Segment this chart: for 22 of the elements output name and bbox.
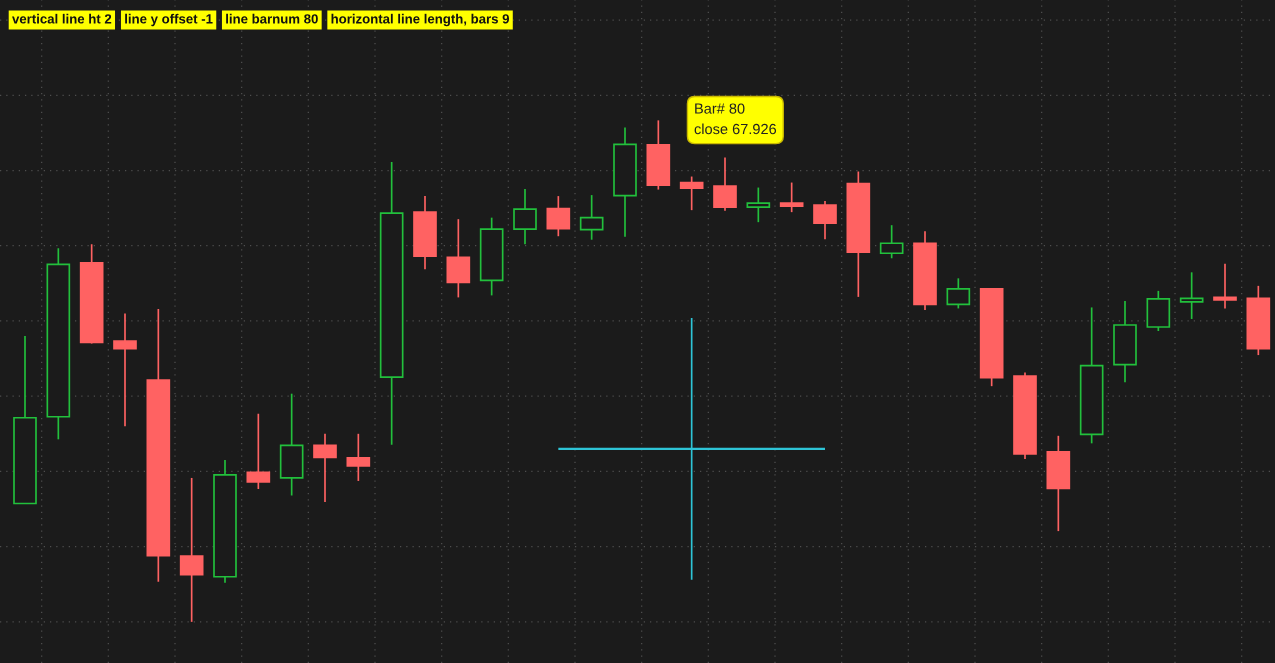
candlestick <box>713 156 737 212</box>
annotation: Bar# 80 close 67.926 <box>694 103 777 135</box>
candlestick <box>113 312 137 428</box>
candlestick <box>513 188 537 246</box>
candlestick <box>679 175 704 211</box>
candlestick <box>579 194 604 241</box>
text: line y offset -1 <box>125 13 213 27</box>
candlestick <box>746 186 771 224</box>
text: vertical line ht 2 <box>12 13 112 24</box>
candlestick <box>179 477 204 623</box>
candlestick <box>313 432 337 503</box>
candlestick <box>879 224 904 260</box>
candlestick <box>946 277 971 310</box>
candlestick <box>546 195 571 238</box>
text: horizontal line length, bars 9 <box>331 13 510 27</box>
candlestick <box>246 412 271 490</box>
candlestick <box>779 181 804 213</box>
candlestick <box>1213 262 1237 310</box>
candlestick <box>346 432 371 482</box>
candlestick <box>1179 271 1204 320</box>
candlestick <box>813 200 837 241</box>
text: line barnum 80 <box>226 13 318 24</box>
